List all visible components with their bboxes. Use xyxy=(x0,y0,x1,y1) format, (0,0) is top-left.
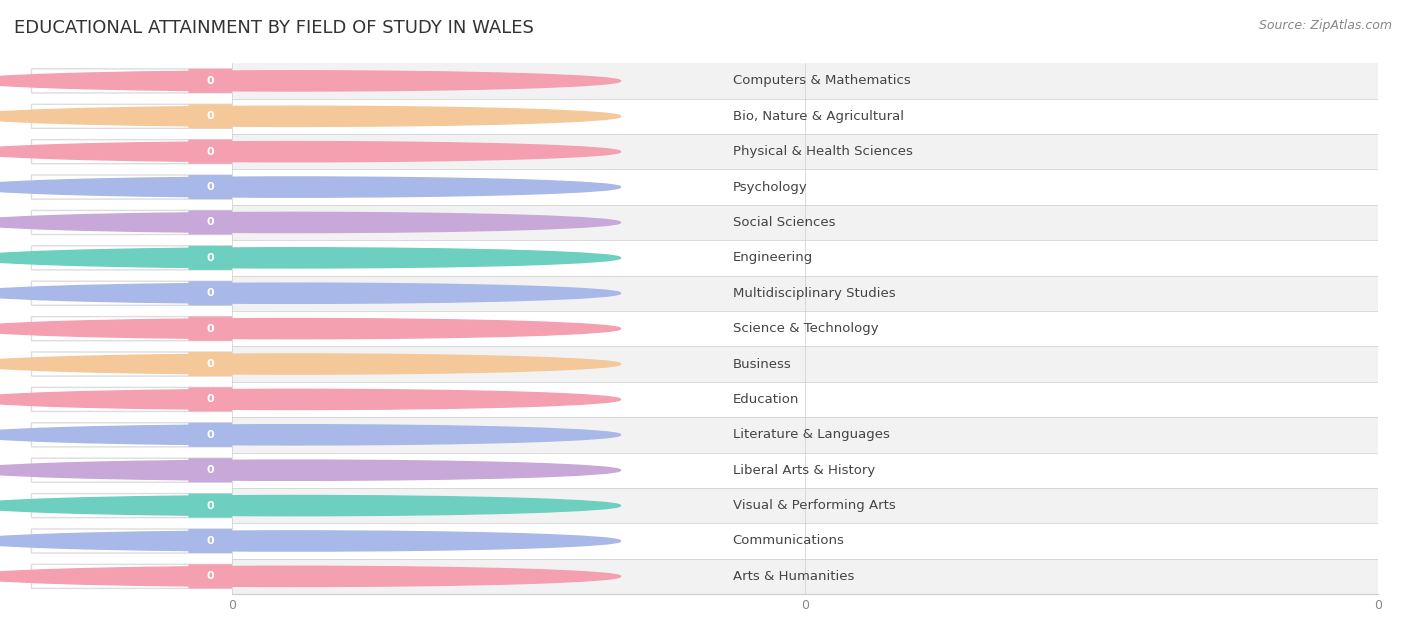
FancyBboxPatch shape xyxy=(31,210,232,234)
Circle shape xyxy=(0,142,620,162)
Text: Science & Technology: Science & Technology xyxy=(733,322,879,335)
FancyBboxPatch shape xyxy=(31,281,232,305)
Text: Social Sciences: Social Sciences xyxy=(733,216,835,229)
Circle shape xyxy=(0,212,620,233)
Text: 0: 0 xyxy=(207,501,214,511)
Bar xyxy=(232,169,1378,205)
Circle shape xyxy=(0,566,620,586)
Bar xyxy=(232,205,1378,240)
Circle shape xyxy=(0,319,620,339)
FancyBboxPatch shape xyxy=(188,494,232,518)
FancyBboxPatch shape xyxy=(31,140,232,164)
Text: Source: ZipAtlas.com: Source: ZipAtlas.com xyxy=(1258,19,1392,32)
FancyBboxPatch shape xyxy=(188,104,232,128)
Text: Computers & Mathematics: Computers & Mathematics xyxy=(733,75,911,87)
Text: Education: Education xyxy=(733,393,799,406)
FancyBboxPatch shape xyxy=(31,494,232,518)
FancyBboxPatch shape xyxy=(188,423,232,447)
Circle shape xyxy=(0,354,620,374)
FancyBboxPatch shape xyxy=(31,564,232,588)
FancyBboxPatch shape xyxy=(188,210,232,234)
Text: EDUCATIONAL ATTAINMENT BY FIELD OF STUDY IN WALES: EDUCATIONAL ATTAINMENT BY FIELD OF STUDY… xyxy=(14,19,534,37)
FancyBboxPatch shape xyxy=(31,458,232,482)
FancyBboxPatch shape xyxy=(188,69,232,93)
Bar xyxy=(232,311,1378,346)
FancyBboxPatch shape xyxy=(188,458,232,482)
FancyBboxPatch shape xyxy=(31,104,232,128)
Text: 0: 0 xyxy=(207,288,214,298)
Text: Literature & Languages: Literature & Languages xyxy=(733,428,890,441)
FancyBboxPatch shape xyxy=(31,529,232,553)
Text: Bio, Nature & Agricultural: Bio, Nature & Agricultural xyxy=(733,110,904,123)
Circle shape xyxy=(0,425,620,445)
FancyBboxPatch shape xyxy=(188,281,232,305)
Text: 0: 0 xyxy=(207,324,214,334)
Circle shape xyxy=(0,531,620,551)
FancyBboxPatch shape xyxy=(31,69,232,93)
FancyBboxPatch shape xyxy=(31,317,232,341)
Text: Multidisciplinary Studies: Multidisciplinary Studies xyxy=(733,287,896,300)
FancyBboxPatch shape xyxy=(31,423,232,447)
FancyBboxPatch shape xyxy=(188,352,232,376)
Circle shape xyxy=(0,460,620,480)
Text: 0: 0 xyxy=(207,217,214,228)
Text: Visual & Performing Arts: Visual & Performing Arts xyxy=(733,499,896,512)
Bar xyxy=(232,99,1378,134)
FancyBboxPatch shape xyxy=(31,175,232,199)
Bar xyxy=(232,523,1378,559)
Bar xyxy=(232,346,1378,382)
Text: Psychology: Psychology xyxy=(733,181,807,193)
Text: Arts & Humanities: Arts & Humanities xyxy=(733,570,853,583)
Text: Communications: Communications xyxy=(733,535,845,547)
Text: 0: 0 xyxy=(207,571,214,581)
Bar xyxy=(232,453,1378,488)
FancyBboxPatch shape xyxy=(188,529,232,553)
FancyBboxPatch shape xyxy=(188,564,232,588)
Text: Physical & Health Sciences: Physical & Health Sciences xyxy=(733,145,912,158)
FancyBboxPatch shape xyxy=(31,387,232,411)
FancyBboxPatch shape xyxy=(31,246,232,270)
FancyBboxPatch shape xyxy=(188,387,232,411)
Text: 0: 0 xyxy=(207,182,214,192)
Circle shape xyxy=(0,106,620,126)
Bar xyxy=(232,382,1378,417)
Bar xyxy=(232,417,1378,453)
FancyBboxPatch shape xyxy=(188,246,232,270)
Text: 0: 0 xyxy=(207,465,214,475)
Circle shape xyxy=(0,248,620,268)
Circle shape xyxy=(0,283,620,303)
Bar xyxy=(232,240,1378,276)
Text: 0: 0 xyxy=(207,394,214,404)
Bar xyxy=(232,63,1378,99)
Text: Engineering: Engineering xyxy=(733,252,813,264)
Circle shape xyxy=(0,495,620,516)
Bar xyxy=(232,276,1378,311)
Circle shape xyxy=(0,389,620,410)
FancyBboxPatch shape xyxy=(188,140,232,164)
Circle shape xyxy=(0,71,620,91)
FancyBboxPatch shape xyxy=(188,317,232,341)
FancyBboxPatch shape xyxy=(188,175,232,199)
Circle shape xyxy=(0,177,620,197)
Text: Business: Business xyxy=(733,358,792,370)
Text: 0: 0 xyxy=(207,253,214,263)
Text: 0: 0 xyxy=(207,359,214,369)
Bar xyxy=(232,488,1378,523)
FancyBboxPatch shape xyxy=(31,352,232,376)
Text: 0: 0 xyxy=(207,430,214,440)
Text: 0: 0 xyxy=(207,147,214,157)
Text: 0: 0 xyxy=(207,76,214,86)
Bar xyxy=(232,559,1378,594)
Text: 0: 0 xyxy=(207,536,214,546)
Text: 0: 0 xyxy=(207,111,214,121)
Bar xyxy=(232,134,1378,169)
Text: Liberal Arts & History: Liberal Arts & History xyxy=(733,464,875,477)
